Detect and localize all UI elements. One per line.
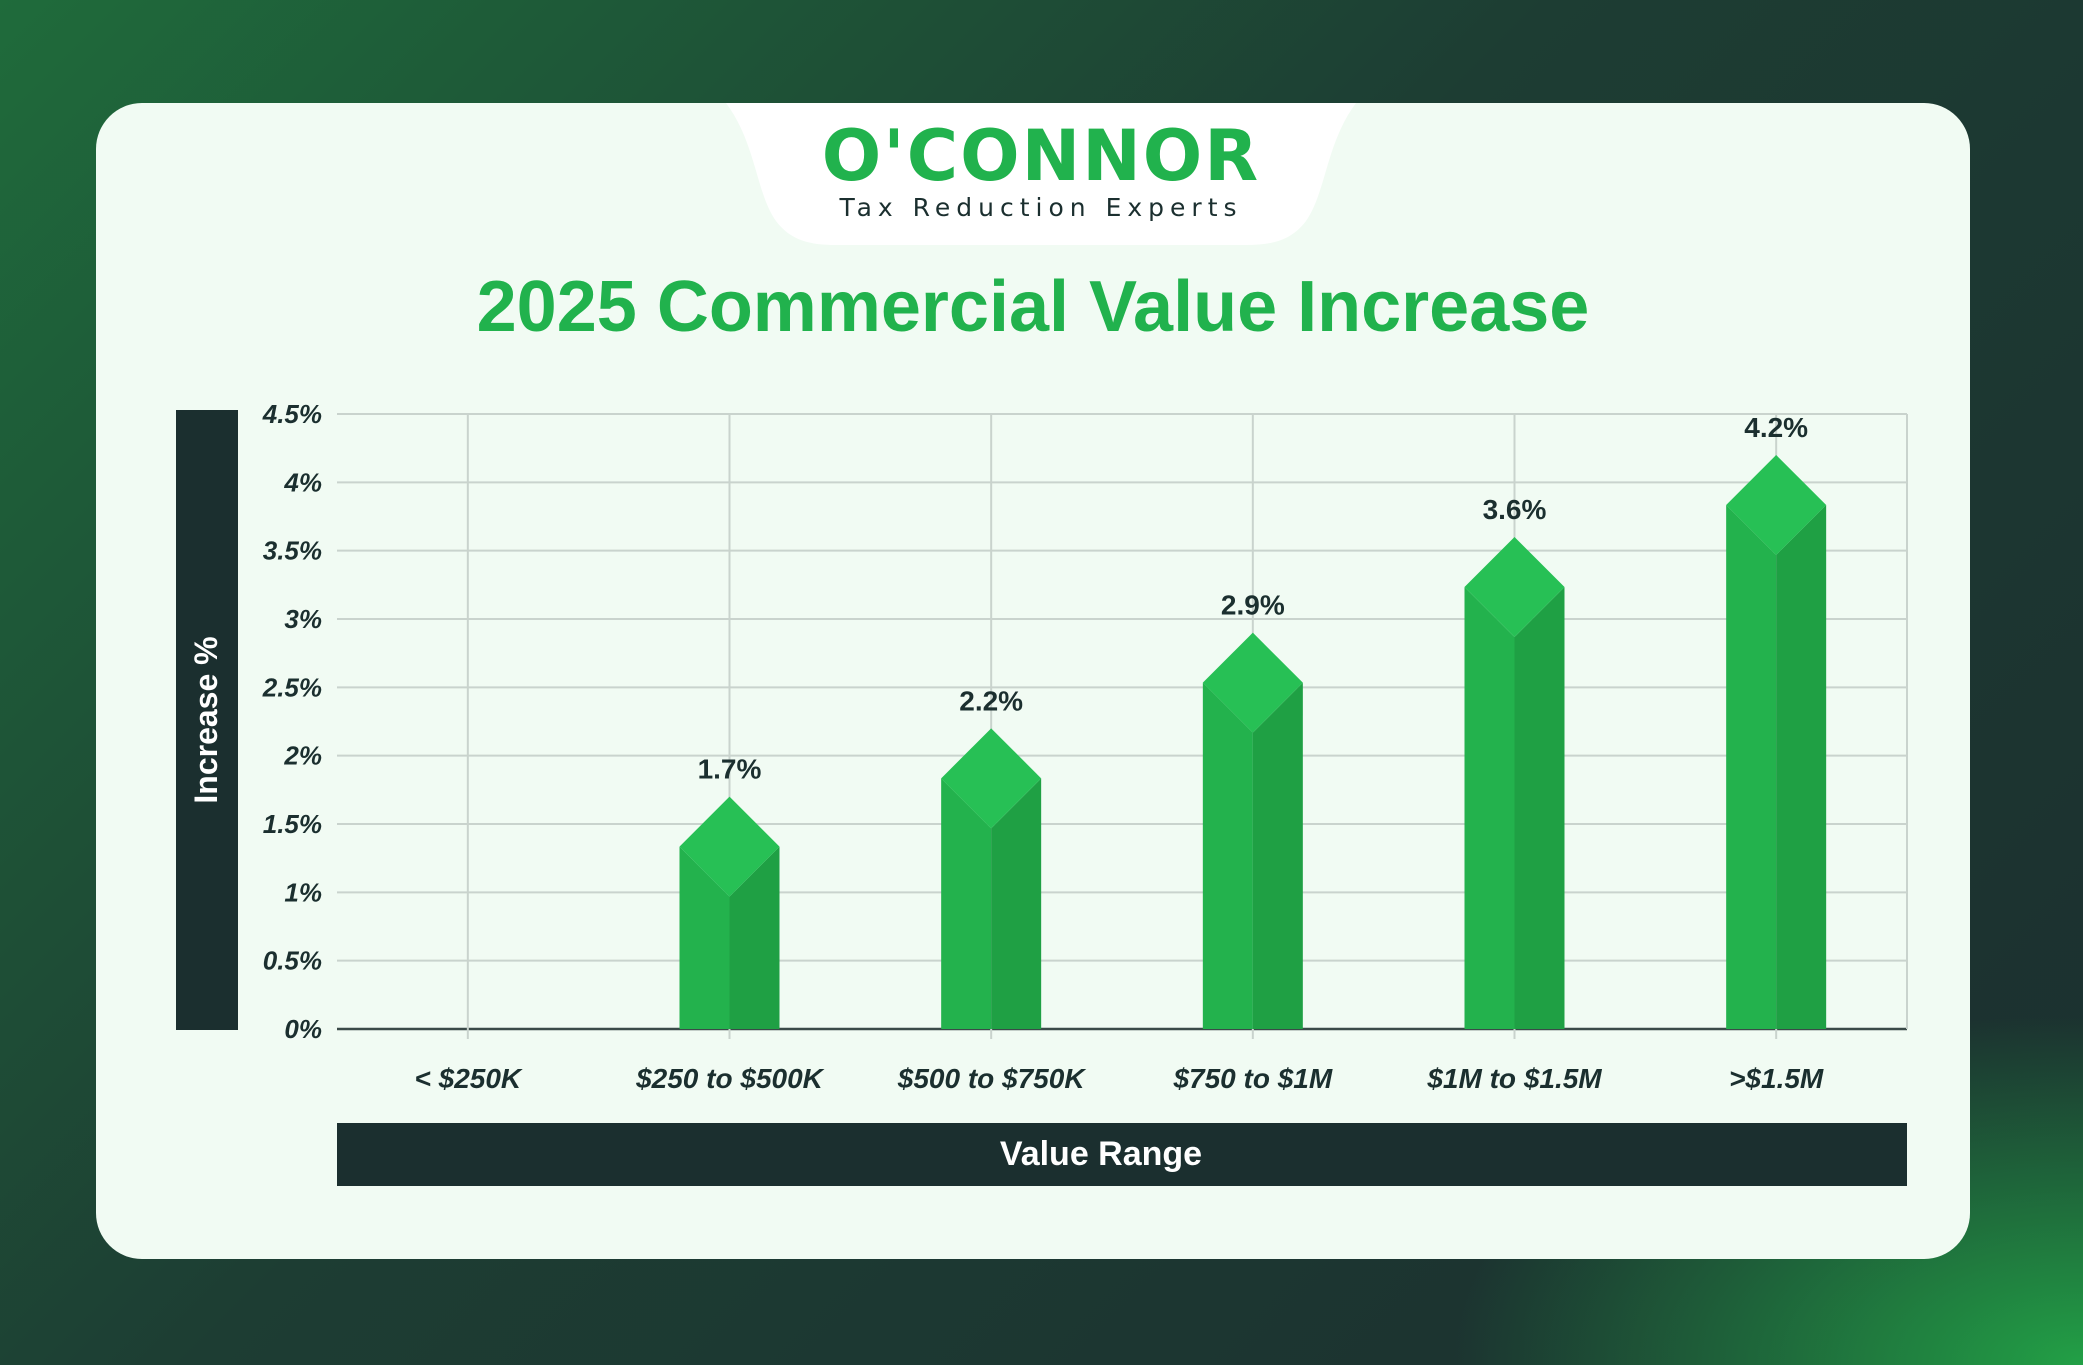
y-tick-label: 1.5% <box>263 809 322 839</box>
bar-top-face <box>941 728 1042 829</box>
bar-right-face <box>991 778 1042 1029</box>
data-label: 2.9% <box>1221 590 1285 621</box>
y-tick-label: 0% <box>284 1014 322 1044</box>
chart-title: 2025 Commercial Value Increase <box>476 267 1590 347</box>
bar <box>1464 537 1565 1029</box>
grid-lines <box>337 413 1908 1039</box>
brand-tagline: Tax Reduction Experts <box>839 193 1243 222</box>
y-tick-label: 2.5% <box>262 672 322 702</box>
bar-left-face <box>1726 505 1777 1029</box>
x-axis-label-bar <box>337 1123 1907 1186</box>
y-tick-label: 0.5% <box>263 946 322 976</box>
x-tick-label: >$1.5M <box>1729 1063 1824 1094</box>
bar-right-face <box>1776 505 1827 1029</box>
chart-card <box>96 103 1970 1259</box>
y-tick-label: 4.5% <box>262 399 322 429</box>
bar-left-face <box>1464 587 1515 1029</box>
bar-right-face <box>729 846 780 1029</box>
x-axis-label: Value Range <box>1000 1135 1202 1173</box>
x-tick-label: < $250K <box>415 1063 523 1094</box>
bar <box>1726 455 1827 1029</box>
bar <box>679 796 780 1029</box>
data-label: 1.7% <box>698 754 762 785</box>
bars <box>679 455 1827 1029</box>
data-label: 4.2% <box>1744 412 1808 443</box>
y-tick-labels: 0% 0.5% 1% 1.5% 2% 2.5% 3% 3.5% 4% 4.5% <box>262 399 322 1044</box>
y-tick-label: 1% <box>284 877 322 907</box>
brand-logo: O'CONNOR <box>821 115 1261 197</box>
bar-right-face <box>1514 587 1565 1029</box>
bar-left-face <box>941 778 992 1029</box>
x-tick-label: $750 to $1M <box>1172 1063 1332 1094</box>
bar-left-face <box>679 846 730 1029</box>
y-axis-label-bar <box>176 410 238 1030</box>
x-tick-labels: < $250K $250 to $500K $500 to $750K $750 to… <box>415 1063 1824 1094</box>
x-tick-label: $1M to $1.5M <box>1426 1063 1602 1094</box>
bar-right-face <box>1252 682 1303 1029</box>
bar-top-face <box>1464 537 1565 637</box>
bar-top-face <box>1726 455 1827 555</box>
y-tick-label: 4% <box>283 467 322 497</box>
x-tick-label: $500 to $750K <box>897 1063 1087 1094</box>
data-label: 3.6% <box>1483 494 1547 525</box>
logo-tab <box>726 103 1356 245</box>
bar-top-face <box>679 796 780 897</box>
x-tick-label: $250 to $500K <box>635 1063 825 1094</box>
y-axis-label: Increase % <box>188 636 224 803</box>
bar <box>941 728 1042 1029</box>
bar-left-face <box>1202 682 1253 1029</box>
bar-top-face <box>1202 632 1303 733</box>
bar <box>1202 632 1303 1029</box>
y-tick-label: 3% <box>284 604 322 634</box>
y-tick-label: 3.5% <box>263 536 322 566</box>
y-tick-label: 2% <box>283 741 322 771</box>
data-labels: 1.7% 2.2% 2.9% 3.6% 4.2% <box>698 412 1809 785</box>
data-label: 2.2% <box>959 685 1023 716</box>
